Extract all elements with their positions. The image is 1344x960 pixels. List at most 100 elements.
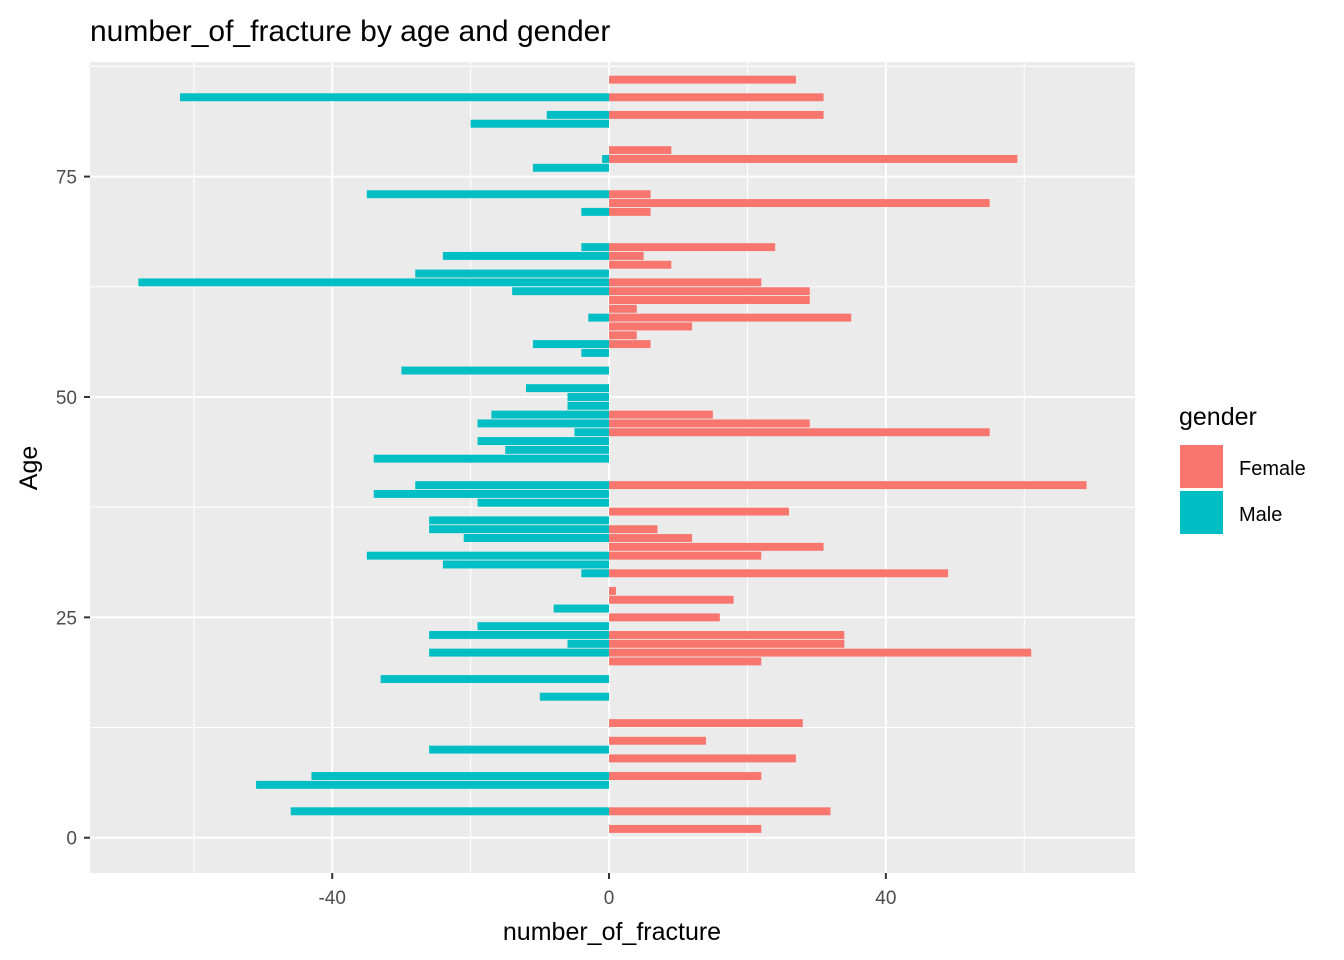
bar-male-age-40: [415, 481, 610, 490]
bar-male-age-48: [491, 410, 610, 419]
bar-female-age-57: [609, 331, 637, 340]
bar-male-age-81: [470, 119, 610, 128]
bar-female-age-67: [609, 243, 776, 252]
y-axis: 0 25 50 75: [56, 168, 90, 850]
bar-female-age-32: [609, 551, 762, 560]
bar-male-age-3: [290, 807, 610, 816]
bar-male-age-71: [581, 207, 610, 216]
bar-female-age-23: [609, 631, 845, 639]
bar-female-age-3: [609, 807, 831, 816]
bar-male-age-53: [401, 366, 610, 375]
bar-male-age-43: [373, 454, 610, 463]
y-tick-label: 25: [56, 608, 77, 629]
bar-female-age-13: [609, 719, 803, 728]
bar-female-age-58: [609, 322, 693, 331]
bar-male-age-36: [429, 516, 610, 525]
bar-male-age-59: [588, 313, 610, 322]
bar-female-age-72: [609, 199, 990, 208]
bar-male-age-38: [477, 498, 610, 507]
bar-female-age-82: [609, 110, 824, 119]
bar-male-age-44: [505, 445, 610, 454]
bar-female-age-22: [609, 639, 845, 648]
bar-female-age-86: [609, 75, 796, 84]
bar-male-age-21: [429, 648, 610, 657]
bar-male-age-32: [366, 551, 610, 560]
bar-male-age-18: [380, 675, 610, 684]
bar-female-age-25: [609, 613, 720, 622]
bar-female-age-40: [609, 481, 1087, 490]
bar-female-age-61: [609, 296, 810, 304]
bar-female-age-9: [609, 754, 796, 763]
bar-male-age-39: [373, 489, 610, 498]
bar-female-age-48: [609, 410, 713, 419]
bar-female-age-78: [609, 146, 672, 155]
bar-female-age-73: [609, 190, 651, 199]
bar-female-age-37: [609, 507, 789, 516]
x-axis: -40 0 40: [318, 873, 896, 909]
bar-male-age-45: [477, 437, 610, 446]
plot-panel: [90, 62, 1135, 873]
bar-male-age-49: [567, 401, 610, 410]
x-tick-label: 0: [604, 888, 615, 909]
bar-female-age-62: [609, 287, 810, 296]
bar-female-age-28: [609, 586, 616, 595]
bar-female-age-66: [609, 251, 644, 260]
bar-male-age-47: [477, 419, 610, 428]
bar-male-age-35: [429, 525, 610, 534]
bar-male-age-26: [553, 604, 610, 613]
bar-female-age-33: [609, 542, 824, 551]
bar-male-age-63: [138, 278, 610, 287]
bar-female-age-65: [609, 260, 672, 269]
bar-male-age-55: [581, 348, 610, 357]
bar-female-age-30: [609, 569, 949, 578]
bar-male-age-34: [463, 534, 610, 542]
bar-male-age-73: [366, 190, 610, 199]
bar-female-age-47: [609, 419, 810, 428]
bar-male-age-24: [477, 622, 610, 631]
bar-male-age-6: [256, 780, 610, 789]
legend-key-male: [1180, 491, 1223, 534]
bar-male-age-56: [532, 340, 610, 349]
bar-male-age-82: [546, 110, 610, 119]
bar-female-age-63: [609, 278, 762, 287]
x-tick-label: 40: [875, 888, 896, 909]
legend-key-female: [1180, 445, 1223, 488]
bar-male-age-46: [574, 428, 610, 437]
bar-female-age-27: [609, 595, 734, 604]
bars: [138, 75, 1087, 833]
bar-male-age-62: [512, 287, 610, 296]
legend-label-female: Female: [1239, 458, 1306, 480]
bar-male-age-76: [532, 163, 610, 172]
bar-male-age-51: [525, 384, 610, 393]
bar-female-age-11: [609, 736, 706, 745]
legend-label-male: Male: [1239, 504, 1282, 526]
bar-female-age-7: [609, 772, 762, 780]
legend: gender Female Male: [1179, 403, 1306, 534]
bar-female-age-59: [609, 313, 852, 322]
bar-male-age-22: [567, 639, 610, 648]
bar-male-age-7: [311, 772, 610, 780]
bar-female-age-35: [609, 525, 658, 534]
y-axis-title: Age: [15, 446, 43, 490]
bar-male-age-10: [429, 745, 610, 754]
bar-male-age-66: [442, 251, 610, 260]
x-axis-title: number_of_fracture: [503, 918, 721, 946]
bar-female-age-34: [609, 534, 693, 542]
bar-male-age-23: [429, 631, 610, 639]
bar-male-age-84: [179, 93, 610, 102]
bar-female-age-20: [609, 657, 762, 666]
bar-male-age-67: [581, 243, 610, 252]
bar-female-age-56: [609, 340, 651, 349]
bar-male-age-30: [581, 569, 610, 578]
bar-male-age-64: [415, 269, 610, 278]
bar-male-age-77: [602, 155, 610, 163]
bar-female-age-71: [609, 207, 651, 216]
bar-female-age-21: [609, 648, 1032, 657]
y-tick-label: 75: [56, 168, 77, 189]
bar-female-age-77: [609, 155, 1018, 163]
y-tick-label: 50: [56, 388, 77, 409]
x-tick-label: -40: [318, 888, 345, 909]
bar-female-age-1: [609, 824, 762, 833]
y-tick-label: 0: [66, 829, 77, 850]
